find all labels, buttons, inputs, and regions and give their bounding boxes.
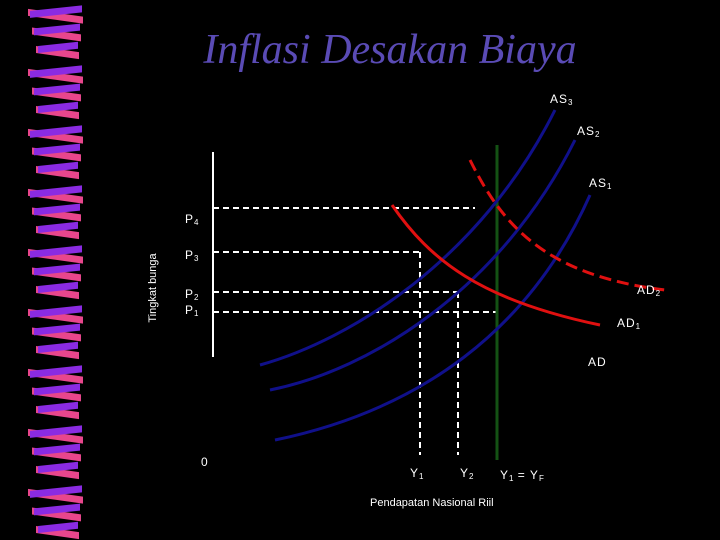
as3-curve (259, 109, 557, 367)
ribbon-band (38, 281, 78, 294)
ribbon-segment (28, 125, 83, 180)
p4-label: P4 (185, 212, 199, 227)
as2-label: AS2 (577, 124, 600, 139)
ribbon-segment (28, 305, 83, 360)
ribbon-band (38, 41, 78, 54)
ribbon-band (34, 83, 80, 96)
ribbon-band (34, 323, 80, 336)
ribbon-band (38, 341, 78, 354)
ribbon-band (34, 383, 80, 396)
ribbon-band (30, 425, 82, 438)
y-axis-label: Tingkat bunga (147, 253, 159, 323)
ribbon-segment (28, 65, 83, 120)
as1-curve (274, 194, 592, 442)
x-axis-label: Pendapatan Nasional Riil (370, 497, 494, 509)
ribbon-band (30, 365, 82, 378)
ad-label: AD (588, 355, 607, 369)
ribbon-band (30, 485, 82, 498)
p3-label: P3 (185, 248, 199, 263)
ribbon-segment (28, 365, 83, 420)
ribbon-band (38, 401, 78, 414)
ribbon-segment (28, 5, 83, 60)
ribbon-band (30, 185, 82, 198)
ribbon-band (30, 245, 82, 258)
ribbon-band (34, 263, 80, 276)
ribbon-segment (28, 425, 83, 480)
ribbon-segment (28, 185, 83, 240)
ribbon-band (38, 221, 78, 234)
ribbon-band (38, 521, 78, 534)
slide-title: Inflasi Desakan Biaya (203, 27, 577, 73)
ribbon-band (34, 503, 80, 516)
ribbon-band (30, 5, 82, 18)
ad2-label: AD2 (637, 283, 661, 298)
ribbon-band (38, 101, 78, 114)
ribbon-band (38, 461, 78, 474)
origin-label: 0 (201, 455, 209, 469)
ribbon-band (34, 443, 80, 456)
as2-curve (269, 139, 577, 392)
decorative-ribbon (28, 5, 83, 540)
ribbon-band (30, 65, 82, 78)
ribbon-band (34, 143, 80, 156)
ribbon-band (34, 203, 80, 216)
ribbon-band (34, 23, 80, 36)
ad1-label: AD1 (617, 316, 641, 331)
p1-label: P1 (185, 303, 199, 318)
ribbon-segment (28, 485, 83, 540)
ribbon-band (38, 161, 78, 174)
ad1-curve (390, 204, 601, 327)
as3-label: AS3 (550, 92, 573, 107)
ribbon-segment (28, 245, 83, 300)
y2-label: Y2 (460, 466, 474, 481)
as1-label: AS1 (589, 176, 612, 191)
ad2-curve (468, 159, 666, 292)
p2-label: P2 (185, 287, 199, 302)
ribbon-band (30, 305, 82, 318)
ribbon-band (30, 125, 82, 138)
y1-label: Y1 (410, 466, 424, 481)
yf-label: Y1 = YF (500, 468, 544, 483)
